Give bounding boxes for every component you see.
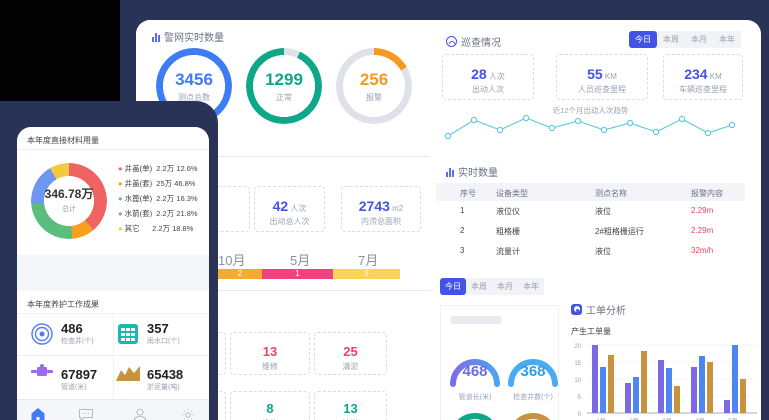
svg-text:468: 468 (462, 363, 487, 380)
svg-text:20: 20 (574, 344, 581, 350)
svg-text:0: 0 (578, 412, 582, 418)
svg-text:368: 368 (520, 363, 545, 380)
svg-text:5: 5 (578, 395, 582, 401)
svg-text:15: 15 (574, 361, 581, 367)
svg-text:10: 10 (574, 378, 581, 384)
